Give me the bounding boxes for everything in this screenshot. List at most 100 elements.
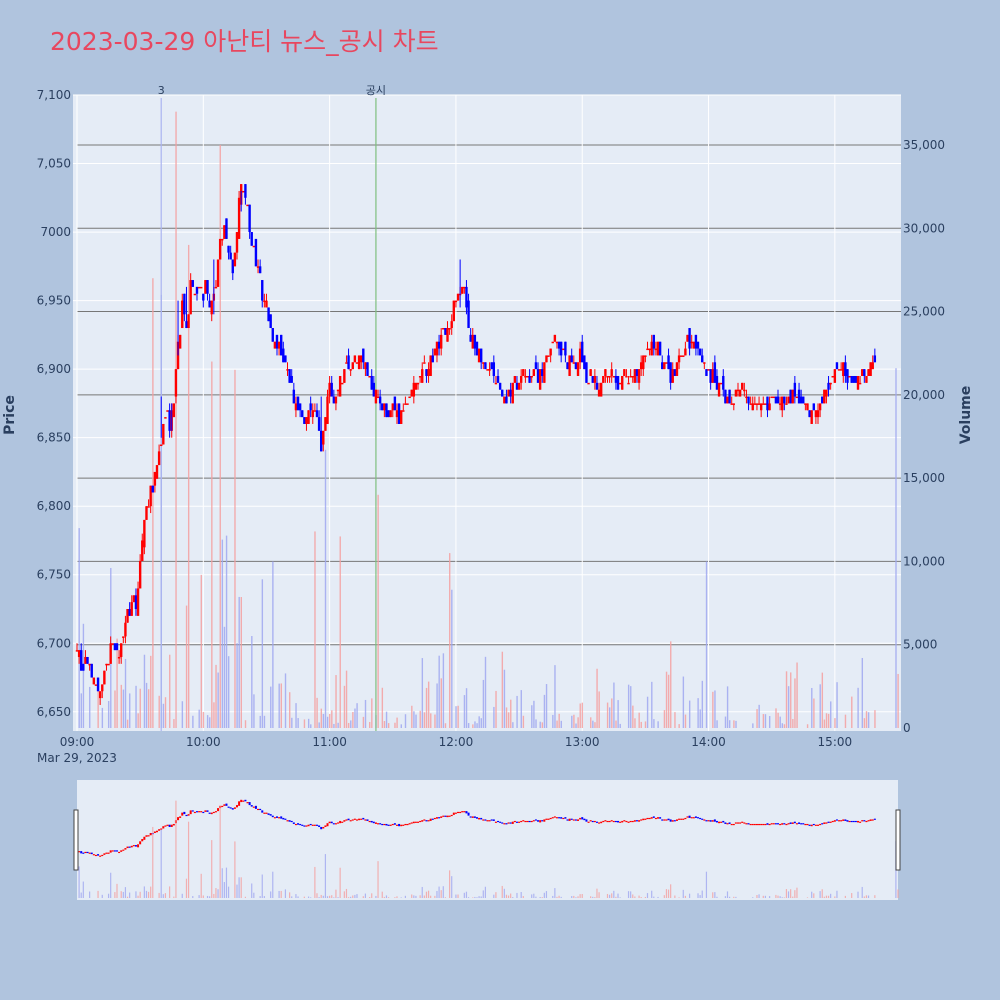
candle-body bbox=[109, 643, 112, 664]
slider-candle bbox=[777, 823, 780, 825]
range-slider-right-handle[interactable] bbox=[895, 809, 901, 871]
candle-body bbox=[682, 355, 685, 357]
candle-body bbox=[330, 382, 333, 397]
slider-candle bbox=[149, 832, 152, 836]
slider-candle bbox=[598, 822, 601, 824]
slider-volume-bar bbox=[244, 896, 247, 898]
candle-body bbox=[439, 334, 443, 349]
slider-candle bbox=[90, 852, 93, 855]
volume-bar bbox=[674, 712, 676, 728]
candle-body bbox=[402, 410, 405, 412]
slider-candle bbox=[345, 819, 348, 821]
slider-candle bbox=[753, 823, 756, 826]
candle-body bbox=[625, 375, 628, 378]
volume-bar bbox=[101, 707, 104, 728]
volume-bar bbox=[787, 686, 790, 728]
candle-body bbox=[425, 369, 428, 376]
slider-volume-bar bbox=[259, 896, 261, 898]
slider-candle bbox=[155, 830, 158, 833]
slider-volume-bar bbox=[590, 896, 592, 898]
slider-candle bbox=[421, 820, 424, 822]
candle-body bbox=[583, 355, 586, 370]
volume-bar bbox=[404, 714, 407, 728]
slider-candle bbox=[844, 819, 847, 821]
slider-volume-bar bbox=[552, 895, 554, 898]
slider-volume-bar bbox=[442, 886, 444, 898]
candle-body bbox=[547, 355, 550, 357]
slider-volume-bar bbox=[213, 893, 215, 898]
slider-candle bbox=[433, 817, 436, 820]
slider-volume-bar bbox=[272, 871, 274, 898]
candle-body bbox=[273, 341, 277, 349]
volume-bar bbox=[436, 683, 438, 728]
slider-volume-bar bbox=[164, 893, 167, 898]
slider-volume-bar bbox=[211, 840, 213, 898]
slider-volume-bar bbox=[646, 893, 649, 898]
slider-candle bbox=[368, 820, 371, 823]
slider-candle bbox=[764, 823, 767, 826]
candle-body bbox=[621, 375, 624, 390]
slider-candle bbox=[543, 819, 546, 822]
candle-body bbox=[665, 362, 668, 364]
slider-volume-bar bbox=[571, 896, 573, 898]
volume-bar bbox=[427, 681, 430, 728]
slider-volume-bar bbox=[512, 897, 514, 898]
slider-candle bbox=[94, 854, 97, 857]
volume-bar bbox=[223, 626, 226, 728]
slider-candle bbox=[747, 823, 750, 825]
slider-volume-bar bbox=[173, 896, 175, 898]
candle-body bbox=[852, 375, 855, 383]
candle-body bbox=[557, 341, 561, 349]
candle-body bbox=[75, 650, 79, 652]
volume-bar bbox=[598, 691, 600, 728]
slider-volume-bar bbox=[857, 891, 859, 898]
slider-volume-bar bbox=[592, 896, 594, 898]
candle-body bbox=[543, 362, 546, 383]
candle-body bbox=[313, 410, 317, 412]
candle-body bbox=[825, 389, 828, 397]
candle-body bbox=[292, 389, 296, 404]
candle-body bbox=[246, 204, 249, 207]
candle-body bbox=[715, 375, 719, 390]
candle-body bbox=[728, 389, 731, 404]
volume-bar bbox=[596, 668, 598, 728]
candle-body bbox=[806, 403, 809, 411]
volume-gridlines bbox=[77, 144, 901, 646]
candle-body bbox=[673, 369, 677, 376]
volume-bar bbox=[752, 723, 754, 728]
range-slider[interactable] bbox=[77, 780, 898, 900]
slider-candle bbox=[814, 824, 817, 826]
candle-body bbox=[595, 382, 599, 390]
candle-body bbox=[629, 375, 632, 378]
volume-bar bbox=[396, 717, 398, 728]
range-slider-left-handle[interactable] bbox=[73, 809, 79, 871]
slider-volume-bar bbox=[627, 891, 630, 898]
slider-volume-bar bbox=[478, 896, 480, 898]
volume-bar bbox=[440, 678, 442, 728]
slider-volume-bar bbox=[821, 889, 823, 898]
candle-body bbox=[667, 355, 670, 370]
candle-body bbox=[498, 382, 502, 390]
candle-body bbox=[804, 403, 807, 405]
slider-candle bbox=[263, 812, 266, 814]
slider-volume-bar bbox=[531, 894, 533, 898]
volume-bar bbox=[830, 701, 832, 728]
price-plot-area[interactable] bbox=[73, 95, 901, 731]
slider-candle bbox=[694, 816, 697, 818]
slider-candle bbox=[758, 823, 761, 826]
slider-candle bbox=[278, 817, 281, 819]
volume-bar bbox=[794, 678, 796, 728]
slider-candle bbox=[137, 844, 140, 848]
slider-candle bbox=[534, 819, 537, 821]
slider-candle bbox=[781, 823, 784, 825]
volume-bar bbox=[430, 713, 432, 728]
slider-volume-bar bbox=[337, 897, 339, 898]
candle-body bbox=[656, 341, 660, 356]
volume-bar bbox=[552, 714, 554, 728]
candle-body bbox=[566, 362, 569, 370]
slider-volume-bar bbox=[322, 895, 324, 898]
slider-candle bbox=[370, 820, 373, 823]
volume-bar bbox=[227, 656, 230, 728]
slider-candle bbox=[678, 818, 681, 820]
candle-body bbox=[80, 650, 83, 671]
